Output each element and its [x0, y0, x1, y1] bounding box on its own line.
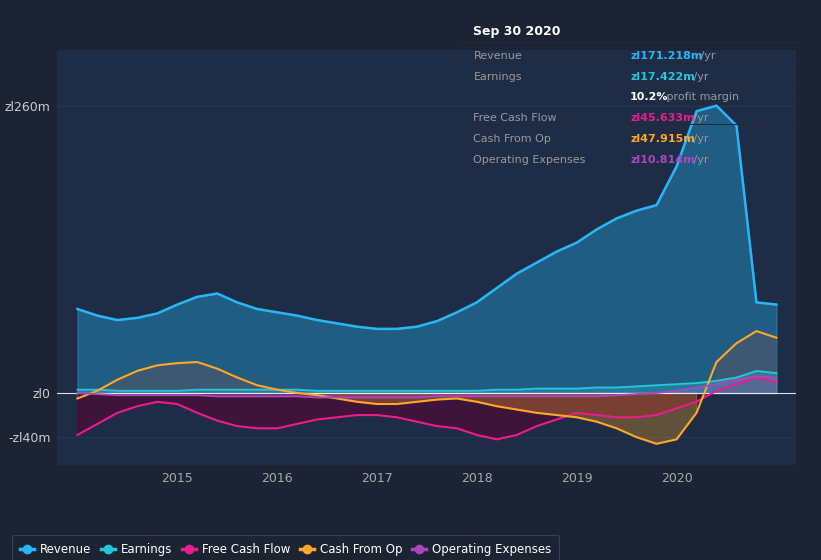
Text: zl10.814m: zl10.814m — [631, 155, 695, 165]
Text: /yr: /yr — [690, 113, 709, 123]
Text: /yr: /yr — [690, 72, 709, 82]
Text: Sep 30 2020: Sep 30 2020 — [474, 25, 561, 39]
Text: zl17.422m: zl17.422m — [631, 72, 695, 82]
Legend: Revenue, Earnings, Free Cash Flow, Cash From Op, Operating Expenses: Revenue, Earnings, Free Cash Flow, Cash … — [11, 535, 559, 560]
Text: profit margin: profit margin — [663, 92, 740, 102]
Text: zl171.218m: zl171.218m — [631, 52, 703, 62]
Text: Revenue: Revenue — [474, 52, 522, 62]
Text: Cash From Op: Cash From Op — [474, 134, 551, 144]
Text: zl45.633m: zl45.633m — [631, 113, 695, 123]
Text: /yr: /yr — [690, 155, 709, 165]
Text: zl47.915m: zl47.915m — [631, 134, 695, 144]
Text: Operating Expenses: Operating Expenses — [474, 155, 585, 165]
Text: Free Cash Flow: Free Cash Flow — [474, 113, 557, 123]
Text: 10.2%: 10.2% — [631, 92, 668, 102]
Text: /yr: /yr — [696, 52, 715, 62]
Text: Earnings: Earnings — [474, 72, 522, 82]
Text: /yr: /yr — [690, 134, 709, 144]
